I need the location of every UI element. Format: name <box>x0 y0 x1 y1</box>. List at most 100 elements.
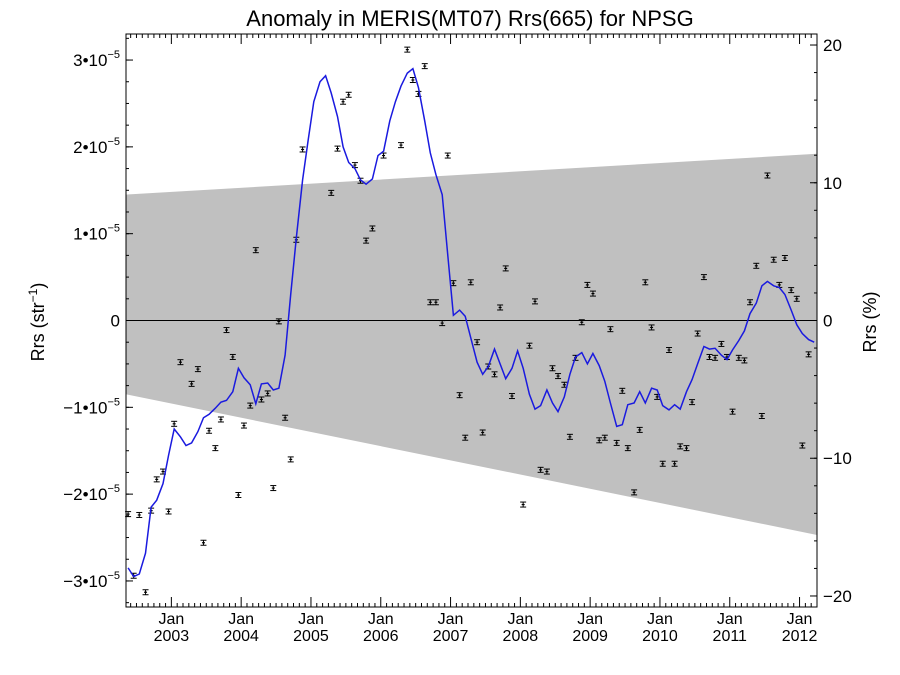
data-point <box>206 427 213 434</box>
x-tick-year-label: 2006 <box>363 628 399 645</box>
data-point <box>136 511 143 518</box>
data-point <box>607 326 614 333</box>
anomaly-points <box>125 46 812 596</box>
x-tick-year-label: 2007 <box>433 628 469 645</box>
data-point <box>275 318 282 325</box>
data-point <box>648 324 655 331</box>
data-point <box>345 91 352 98</box>
data-point <box>642 279 649 286</box>
data-point <box>491 371 498 378</box>
x-tick-month-label: Jan <box>298 611 324 628</box>
data-point <box>444 152 451 159</box>
data-point <box>805 351 812 358</box>
data-point <box>340 98 347 105</box>
data-point <box>532 298 539 305</box>
data-point <box>596 437 603 444</box>
data-point <box>712 354 719 361</box>
left-tick-label-base: −3•10 <box>63 572 107 591</box>
data-point <box>258 396 265 403</box>
data-point <box>456 392 463 399</box>
data-point <box>578 319 585 326</box>
data-point <box>589 290 596 297</box>
data-point <box>694 330 701 337</box>
left-tick-label-base: −1•10 <box>63 398 107 417</box>
data-point <box>369 225 376 232</box>
left-tick-label-exp: −5 <box>107 396 120 408</box>
x-tick-year-label: 2005 <box>293 628 329 645</box>
data-point <box>270 485 277 492</box>
data-point <box>282 414 289 421</box>
data-point <box>497 304 504 311</box>
plot-area <box>125 33 818 608</box>
data-point <box>217 416 224 423</box>
data-point <box>746 299 753 306</box>
data-point <box>200 539 207 546</box>
x-tick-month-label: Jan <box>647 611 673 628</box>
data-point <box>432 299 439 306</box>
left-tick-label-base: 0 <box>111 312 120 331</box>
data-point <box>601 434 608 441</box>
data-point <box>474 339 481 346</box>
data-point <box>264 390 271 397</box>
data-point <box>439 320 446 327</box>
left-tick-label: −3•10−5 <box>63 570 120 591</box>
chart-title: Anomaly in MERIS(MT07) Rrs(665) for NPSG <box>246 6 693 31</box>
left-tick-label-exp: −5 <box>107 483 120 495</box>
left-tick-label: 1•10−5 <box>73 223 120 244</box>
data-point <box>619 387 626 394</box>
uncertainty-band <box>126 153 817 535</box>
data-point <box>677 443 684 450</box>
left-tick-label-base: 2•10 <box>73 138 107 157</box>
data-point <box>770 256 777 263</box>
left-tick-label-base: −2•10 <box>63 485 107 504</box>
x-tick-month-label: Jan <box>438 611 464 628</box>
left-tick-label-exp: −5 <box>107 49 120 61</box>
data-point <box>537 466 544 473</box>
data-point <box>666 347 673 354</box>
data-point <box>526 342 533 349</box>
data-point <box>683 445 690 452</box>
data-point <box>543 468 550 475</box>
data-point <box>462 434 469 441</box>
left-y-axis-label-text: Rrs (str <box>28 302 48 361</box>
data-point <box>398 142 405 149</box>
data-point <box>700 274 707 281</box>
data-point <box>240 422 247 429</box>
left-y-axis-label-close: ) <box>28 283 48 289</box>
data-point <box>194 366 201 373</box>
x-tick-month-label: Jan <box>717 611 743 628</box>
data-point <box>165 508 172 515</box>
data-point <box>718 340 725 347</box>
data-point <box>689 399 696 406</box>
data-point <box>404 46 411 53</box>
right-y-axis-label: Rrs (%) <box>860 292 880 353</box>
data-point <box>508 393 515 400</box>
x-tick-month-label: Jan <box>577 611 603 628</box>
data-point <box>584 281 591 288</box>
x-tick-month-label: Jan <box>787 611 813 628</box>
x-tick-year-label: 2008 <box>503 628 539 645</box>
data-point <box>153 476 160 483</box>
data-point <box>659 460 666 467</box>
data-point <box>427 299 434 306</box>
data-point <box>706 353 713 360</box>
data-point <box>229 353 236 360</box>
right-tick-label: −20 <box>823 587 852 606</box>
left-tick-label: 3•10−5 <box>73 49 120 70</box>
left-y-axis-label-exp: −1 <box>26 288 40 302</box>
left-tick-label-exp: −5 <box>107 223 120 235</box>
data-point <box>758 413 765 419</box>
left-tick-label-exp: −5 <box>107 570 120 582</box>
data-point <box>631 489 638 496</box>
x-tick-month-label: Jan <box>158 611 184 628</box>
right-tick-label: −10 <box>823 449 852 468</box>
x-tick-year-label: 2011 <box>713 628 748 645</box>
x-tick-year-label: 2003 <box>154 628 190 645</box>
x-axis: Jan2003Jan2004Jan2005Jan2006Jan2007Jan20… <box>130 34 818 645</box>
data-point <box>177 359 184 366</box>
left-tick-label-base: 3•10 <box>73 51 107 70</box>
data-point <box>781 254 788 261</box>
left-tick-label: 2•10−5 <box>73 136 120 157</box>
x-tick-year-label: 2012 <box>782 628 818 645</box>
